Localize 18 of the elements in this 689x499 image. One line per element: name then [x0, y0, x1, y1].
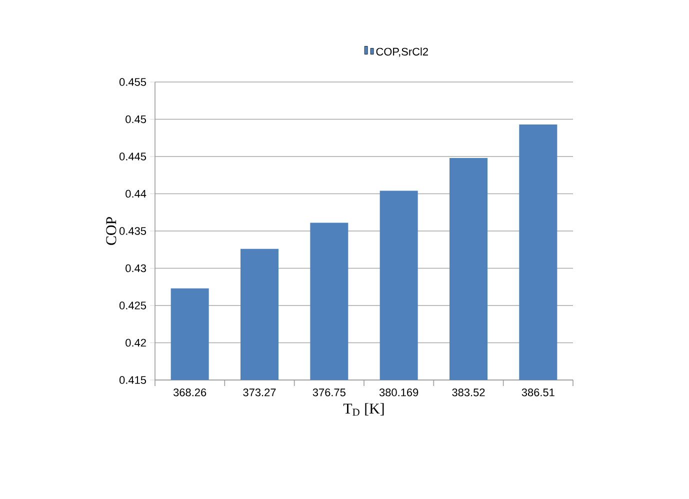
y-tick-label: 0.45	[126, 115, 146, 124]
x-tick-label: 383.52	[452, 388, 485, 396]
y-tick-label: 0.415	[119, 376, 146, 384]
x-tick-label: 373.27	[243, 388, 276, 396]
y-tick-label: 0.42	[126, 338, 146, 347]
y-tick-label: 0.44	[126, 190, 146, 198]
y-tick-label: 0.425	[119, 302, 146, 310]
y-tick-label: 0.435	[119, 227, 146, 235]
y-tick-label: 0.43	[126, 264, 146, 272]
y-tick-label: 0.455	[119, 78, 146, 86]
legend-label: COP,SrCl2	[376, 48, 428, 57]
x-tick-label: 368.26	[173, 388, 206, 396]
x-tick-label: 376.75	[312, 388, 346, 396]
y-axis-title: COP	[106, 217, 116, 245]
x-tick-label: 380.169	[379, 388, 418, 396]
y-tick-label: 0.445	[119, 152, 146, 160]
x-axis-title: T$_{D}$ [K]	[343, 403, 384, 416]
x-tick-label: 386.51	[522, 388, 554, 396]
